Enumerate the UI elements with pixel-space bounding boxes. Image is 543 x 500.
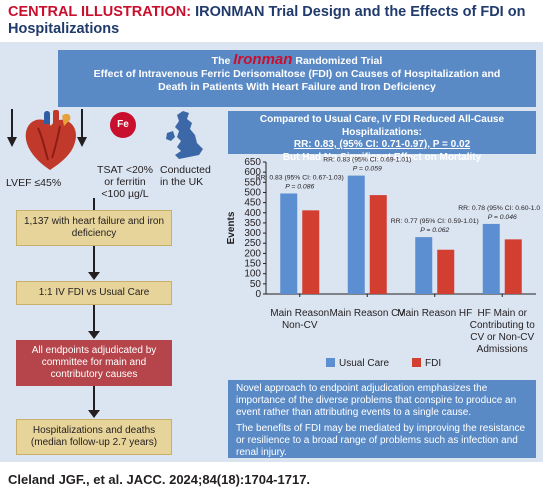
tsat-line3: <100 µg/L	[101, 188, 149, 200]
page-title: CENTRAL ILLUSTRATION: IRONMAN Trial Desi…	[8, 4, 538, 38]
banner-suffix: Randomized Trial	[295, 55, 383, 67]
x-category-label: Admissions	[477, 344, 528, 355]
p-value-annotation: P = 0.086	[285, 183, 314, 190]
title-text: IRONMAN Trial Design and the Effects of …	[8, 4, 526, 37]
down-arrow-icon	[7, 109, 17, 147]
x-category-label: HF Main or	[478, 308, 528, 319]
notes-box: Novel approach to endpoint adjudication …	[228, 380, 536, 458]
note-mechanism: The benefits of FDI may be mediated by i…	[236, 423, 526, 458]
rr-annotation: RR: 0.78 (95% CI: 0.60-1.00)	[458, 205, 540, 212]
bar-fdi	[302, 210, 320, 294]
x-category-label: Main Reason CV	[329, 308, 405, 319]
legend-label: FDI	[425, 358, 441, 369]
legend-swatch	[412, 358, 421, 367]
y-tick-label: 100	[244, 269, 261, 280]
bar-usual-care	[482, 223, 500, 294]
flow-connector	[93, 198, 95, 212]
y-tick-label: 50	[250, 279, 262, 290]
banner-line1: The Ironman Randomized Trial	[58, 51, 536, 68]
banner-line2: Effect of Intravenous Ferric Derisomalto…	[93, 68, 501, 80]
chart-header-line2: RR: 0.83, (95% CI: 0.71-0.97), P = 0.02	[293, 139, 471, 150]
chart-header-line1: Compared to Usual Care, IV FDI Reduced A…	[259, 114, 505, 138]
bar-usual-care	[347, 175, 365, 294]
uk-map-icon	[166, 111, 203, 159]
rr-annotation: RR: 0.83 (95% CI: 0.67-1.03)	[256, 174, 344, 181]
title-lead: CENTRAL ILLUSTRATION:	[8, 4, 192, 20]
uk-label: Conducted in the UK	[160, 164, 220, 188]
tsat-ferritin-label: TSAT <20% or ferritin <100 µg/L	[92, 164, 158, 200]
y-tick-label: 450	[244, 198, 261, 209]
flow-connector	[93, 305, 95, 331]
bar-usual-care	[415, 237, 433, 294]
tsat-line2: or ferritin	[104, 176, 146, 188]
y-tick-label: 500	[244, 187, 261, 198]
x-category-label: Main Reason HF	[397, 308, 472, 319]
tsat-line1: TSAT <20%	[97, 164, 153, 176]
flow-connector	[93, 386, 95, 410]
lvef-label: LVEF ≤45%	[6, 177, 62, 189]
banner-line3: Death in Patients With Heart Failure and…	[158, 81, 436, 93]
x-category-label: Non-CV	[282, 320, 318, 331]
p-value-annotation: P = 0.062	[420, 227, 449, 234]
flow-connector	[93, 246, 95, 272]
trial-banner: The Ironman Randomized Trial Effect of I…	[58, 50, 536, 107]
y-tick-label: 150	[244, 259, 261, 270]
x-category-label: Main Reason	[270, 308, 329, 319]
uk-line2: in the UK	[160, 176, 204, 188]
heart-anatomy-icon	[25, 110, 76, 170]
chart-header: Compared to Usual Care, IV FDI Reduced A…	[228, 111, 536, 163]
y-tick-label: 200	[244, 248, 261, 259]
y-tick-label: 250	[244, 238, 261, 249]
down-arrow-icon	[77, 109, 87, 147]
p-value-annotation: P = 0.059	[353, 166, 382, 173]
flow-adjudication-box: All endpoints adjudicated by committee f…	[16, 340, 172, 386]
y-tick-label: 300	[244, 228, 261, 239]
legend-swatch	[326, 358, 335, 367]
y-tick-label: 650	[244, 157, 261, 168]
flow-enrollment-box: 1,137 with heart failure and iron defici…	[16, 210, 172, 246]
legend-label: Usual Care	[339, 358, 389, 369]
y-tick-label: 600	[244, 167, 261, 178]
ironman-logo: Ironman	[233, 51, 293, 68]
flow-randomization-box: 1:1 IV FDI vs Usual Care	[16, 281, 172, 305]
x-category-label: CV or Non-CV	[470, 332, 534, 343]
y-axis-label: Events	[226, 211, 237, 244]
uk-line1: Conducted	[160, 164, 211, 176]
y-tick-label: 0	[255, 289, 261, 300]
rr-annotation: RR: 0.83 (95% CI: 0.69-1.01)	[323, 157, 411, 164]
flow-arrow	[88, 410, 100, 418]
bar-fdi	[504, 239, 522, 294]
citation: Cleland JGF., et al. JACC. 2024;84(18):1…	[8, 472, 311, 487]
chart-header-line3: But Had No Significant Effect on Mortali…	[282, 151, 482, 163]
y-tick-label: 400	[244, 208, 261, 219]
bar-fdi	[369, 195, 387, 294]
flow-outcomes-box: Hospitalizations and deaths (median foll…	[16, 419, 172, 455]
x-category-label: Contributing to	[470, 320, 535, 331]
note-adjudication: Novel approach to endpoint adjudication …	[236, 383, 517, 418]
banner-prefix: The	[211, 55, 231, 67]
rr-annotation: RR: 0.77 (95% CI: 0.59-1.01)	[391, 218, 479, 225]
bar-usual-care	[280, 193, 298, 294]
y-tick-label: 550	[244, 177, 261, 188]
flow-arrow	[88, 272, 100, 280]
y-tick-label: 350	[244, 218, 261, 229]
p-value-annotation: P = 0.046	[488, 214, 517, 221]
bar-fdi	[437, 249, 455, 294]
iron-element-icon: Fe	[110, 112, 136, 138]
flow-arrow	[88, 331, 100, 339]
inclusion-criteria: LVEF ≤45% Fe TSAT <20% or ferritin <100 …	[0, 107, 222, 200]
